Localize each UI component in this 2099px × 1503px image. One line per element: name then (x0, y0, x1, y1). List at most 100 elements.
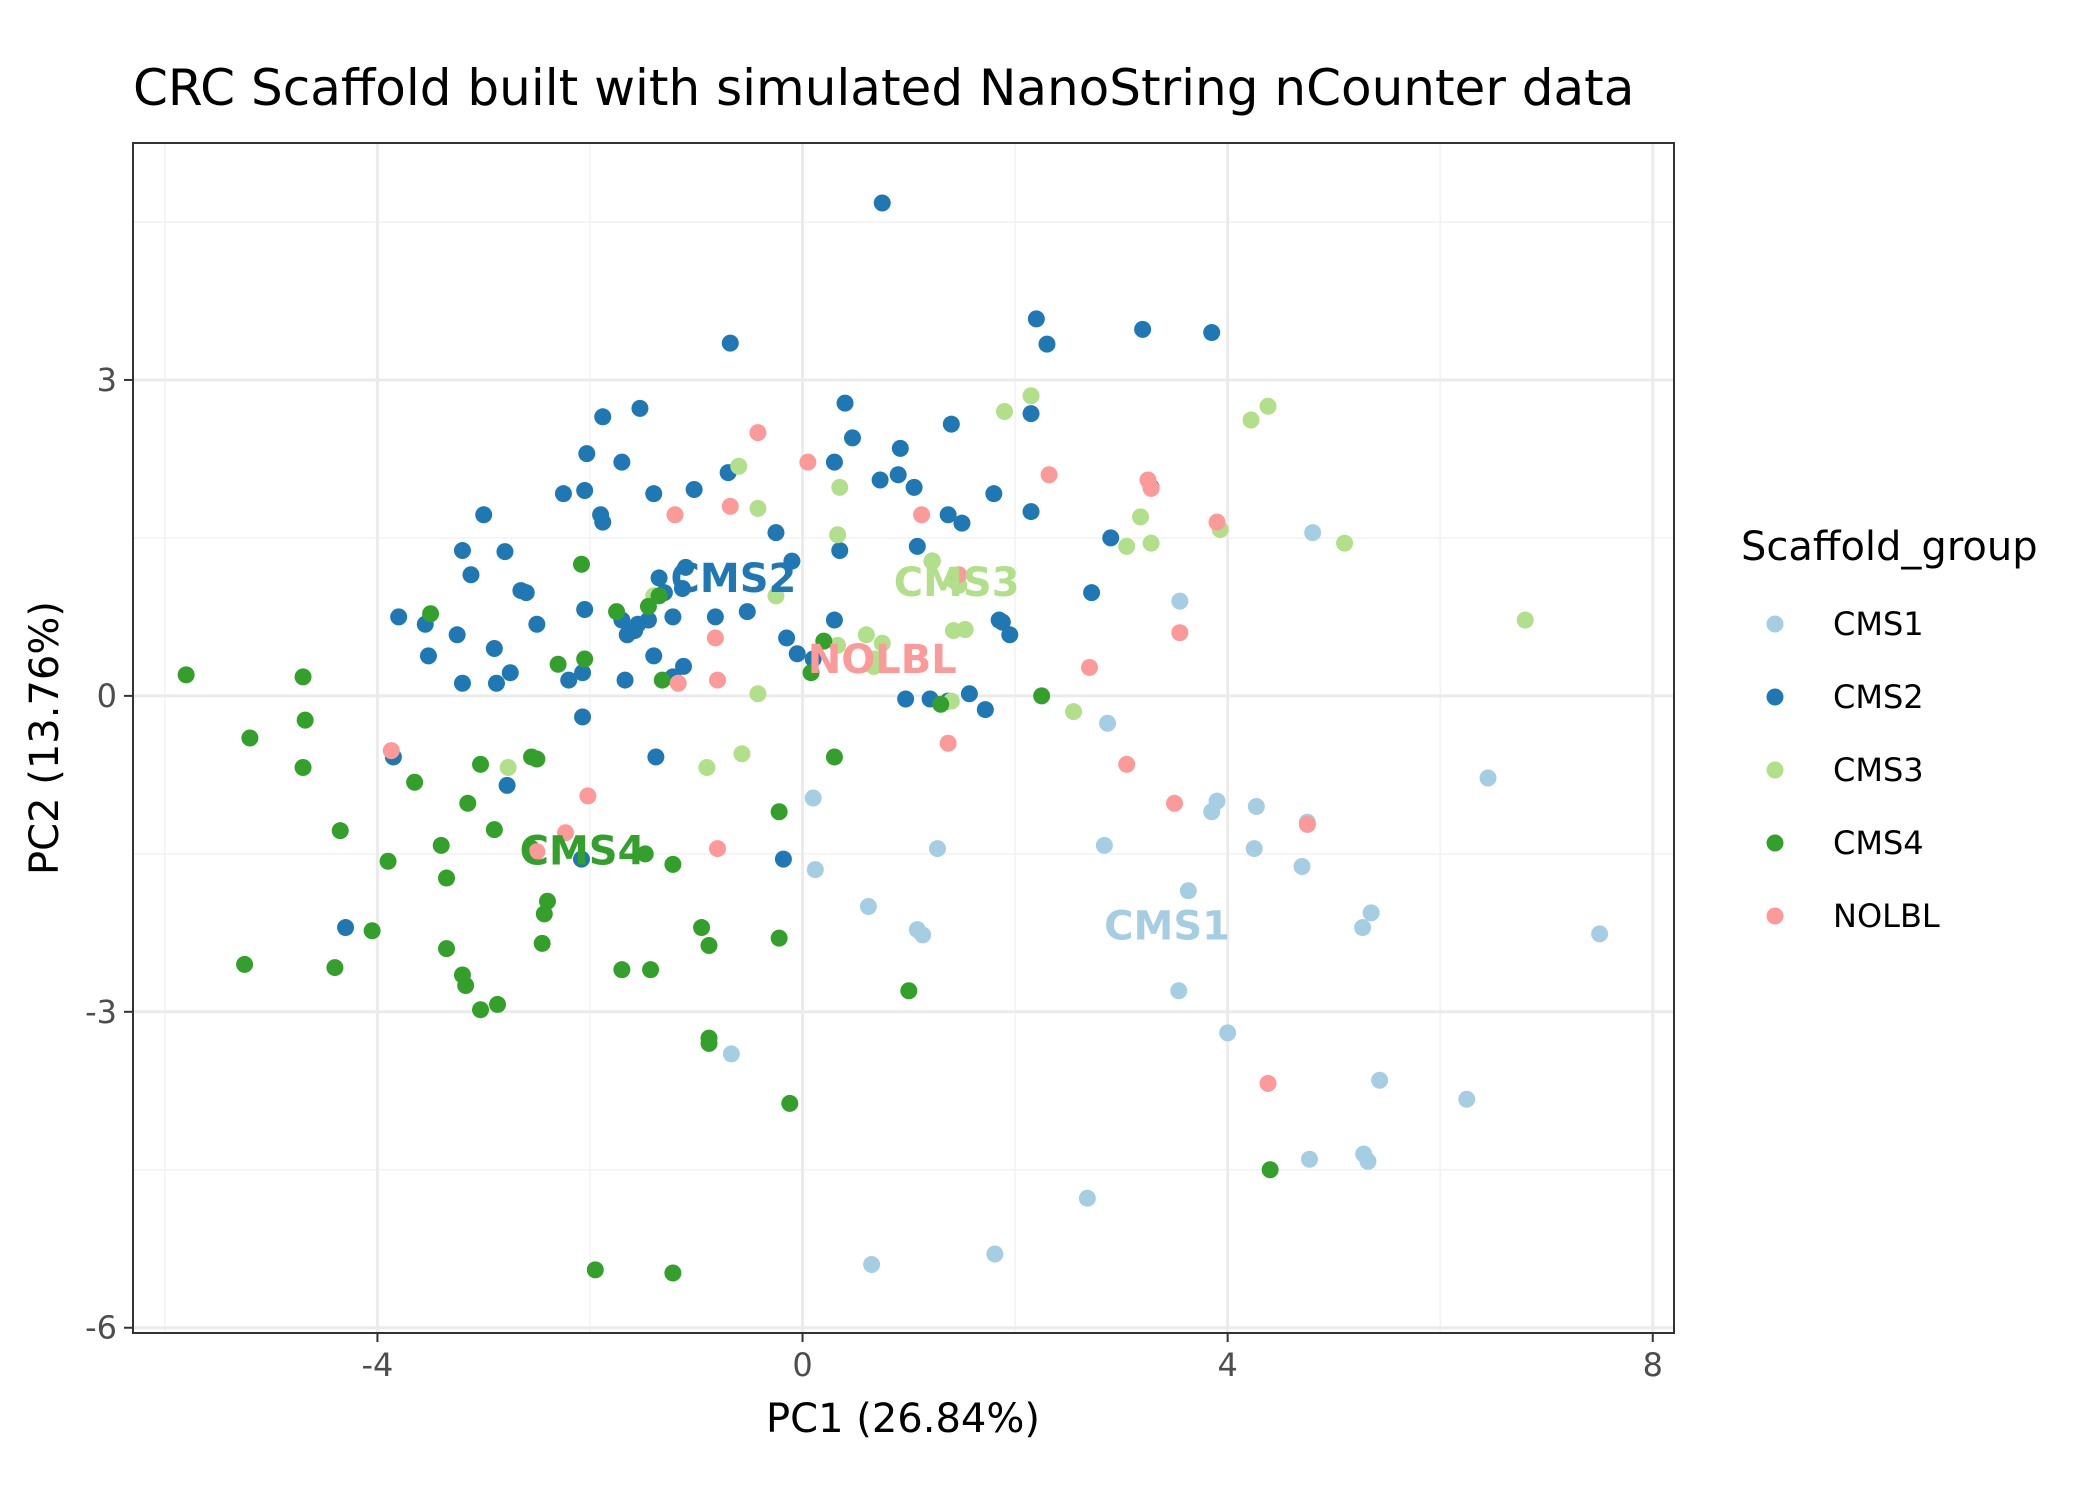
point-cms1 (1095, 836, 1113, 854)
point-cms4 (572, 555, 590, 573)
point-nolbl (709, 671, 727, 689)
point-cms4 (438, 940, 456, 958)
point-cms4 (432, 836, 450, 854)
point-cms4 (422, 605, 440, 623)
point-cms2 (831, 542, 849, 560)
point-cms3 (499, 758, 517, 776)
point-nolbl (913, 506, 931, 524)
point-nolbl (709, 840, 727, 858)
point-cms4 (331, 822, 349, 840)
point-cms3 (749, 685, 767, 703)
x-tick-label: 0 (792, 1346, 812, 1384)
point-cms2 (613, 453, 631, 471)
point-nolbl (706, 629, 724, 647)
y-tick-label: -3 (85, 993, 117, 1031)
point-cms1 (1078, 1189, 1096, 1207)
point-cms4 (900, 982, 918, 1000)
point-nolbl (721, 497, 739, 515)
point-cms2 (578, 445, 596, 463)
point-cms2 (647, 748, 665, 766)
point-cms3 (865, 657, 883, 675)
point-cms1 (1170, 982, 1188, 1000)
point-cms2 (576, 601, 594, 619)
point-nolbl (1298, 815, 1316, 833)
point-cms2 (939, 506, 957, 524)
point-cms4 (549, 655, 567, 673)
point-nolbl (1171, 624, 1189, 642)
point-nolbl (950, 566, 968, 584)
point-cms1 (929, 840, 947, 858)
point-cms2 (616, 671, 634, 689)
point-cms1 (1245, 840, 1263, 858)
point-nolbl (1080, 658, 1098, 676)
point-cms2 (462, 566, 480, 584)
point-cms2 (419, 647, 437, 665)
legend-key-nolbl (1766, 907, 1784, 925)
point-cms4 (653, 671, 671, 689)
point-cms4 (326, 959, 344, 977)
point-cms2 (836, 394, 854, 412)
x-tick-label: 8 (1643, 1346, 1663, 1384)
point-cms1 (1179, 882, 1197, 900)
point-nolbl (1208, 513, 1226, 531)
legend-key-cms2 (1766, 688, 1784, 706)
group-label-cms2: CMS2 (671, 556, 797, 602)
point-cms2 (498, 776, 516, 794)
point-cms3 (829, 526, 847, 544)
point-cms3 (1065, 703, 1083, 721)
y-axis-ticks: 3 0 -3 -6 (85, 361, 133, 1347)
point-cms1 (1300, 1150, 1318, 1168)
point-cms4 (533, 934, 551, 952)
point-cms3 (749, 499, 767, 517)
point-cms2 (453, 674, 471, 692)
y-axis-title: PC2 (13.76%) (22, 601, 68, 875)
point-cms2 (664, 608, 682, 626)
point-cms4 (664, 1264, 682, 1282)
point-cms3 (1516, 611, 1534, 629)
point-cms2 (905, 478, 923, 496)
point-nolbl (1040, 466, 1058, 484)
point-cms2 (942, 415, 960, 433)
point-cms2 (976, 701, 994, 719)
point-cms2 (337, 919, 355, 937)
point-cms4 (650, 587, 668, 605)
point-cms4 (489, 995, 507, 1013)
point-cms4 (296, 711, 314, 729)
point-cms2 (825, 453, 843, 471)
point-cms4 (472, 1001, 490, 1019)
point-cms2 (496, 543, 514, 561)
point-nolbl (939, 734, 957, 752)
point-nolbl (669, 674, 687, 692)
point-cms4 (535, 905, 553, 923)
point-cms4 (438, 869, 456, 887)
y-tick-label: 3 (97, 361, 117, 399)
point-cms2 (1102, 529, 1120, 547)
x-axis-title: PC1 (26.84%) (766, 1396, 1040, 1442)
plot-panel-border (132, 142, 1675, 1334)
point-nolbl (557, 824, 575, 842)
point-cms2 (574, 708, 592, 726)
point-cms2 (528, 615, 546, 633)
point-cms1 (1219, 1024, 1237, 1042)
point-nolbl (1166, 794, 1184, 812)
point-cms1 (1304, 524, 1322, 542)
point-cms2 (650, 569, 668, 587)
point-cms2 (953, 514, 971, 532)
point-cms3 (698, 758, 716, 776)
point-cms2 (788, 645, 806, 663)
point-cms3 (733, 745, 751, 763)
point-cms1 (914, 926, 932, 944)
point-cms3 (1118, 537, 1136, 555)
point-cms2 (993, 613, 1011, 631)
point-cms2 (475, 506, 493, 524)
legend-label-cms1: CMS1 (1833, 605, 1924, 643)
point-cms2 (908, 537, 926, 555)
group-label-cms4: CMS4 (520, 829, 646, 875)
point-cms4 (700, 936, 718, 954)
point-cms3 (1259, 397, 1277, 415)
point-cms2 (685, 480, 703, 498)
point-cms3 (956, 621, 974, 639)
point-cms2 (448, 626, 466, 644)
